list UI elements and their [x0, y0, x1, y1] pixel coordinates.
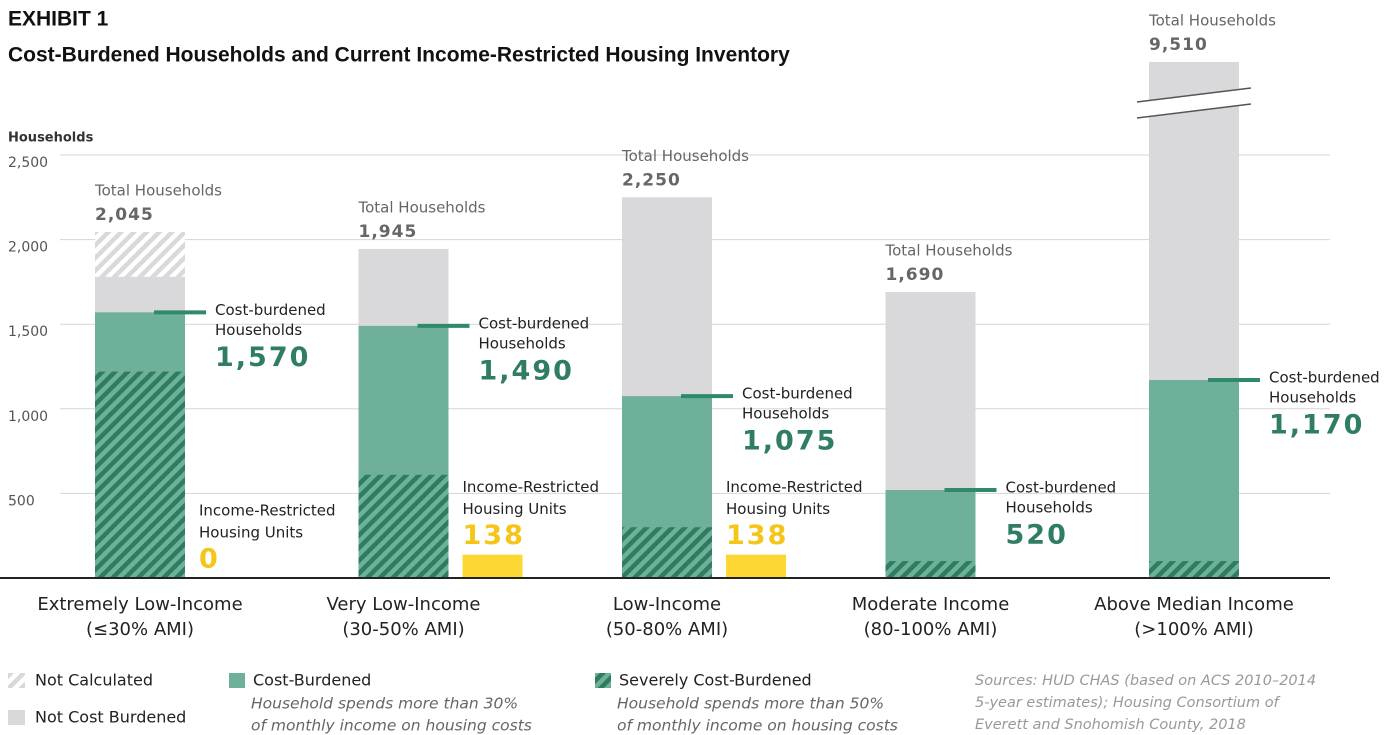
axis-break	[1137, 88, 1251, 118]
legend-label: Cost-Burdened	[253, 671, 371, 690]
income-restricted-label: Housing Units	[463, 500, 567, 518]
cost-burdened-label: Households	[742, 405, 829, 423]
total-value: 1,945	[359, 222, 418, 242]
legend-label: Not Cost Burdened	[35, 708, 186, 727]
not-calculated-bar	[95, 231, 185, 277]
legend-swatch	[229, 673, 245, 688]
cost-burdened-label: Households	[1006, 499, 1093, 517]
cost-burdened-label: Cost-burdened	[742, 385, 853, 403]
y-tick-label: 2,000	[8, 240, 48, 256]
income-restricted-label: Income-Restricted	[463, 478, 600, 496]
total-value: 2,045	[95, 205, 154, 225]
total-label: Total Households	[621, 147, 749, 165]
cost-burdened-label: Households	[1269, 389, 1356, 407]
x-tick-note: (30-50% AMI)	[342, 619, 464, 640]
axis-break-line	[1136, 103, 1252, 119]
cost-burdened-label: Households	[479, 334, 566, 352]
total-value: 1,690	[886, 265, 945, 285]
x-tick-label: Moderate Income	[852, 594, 1010, 615]
legend-label: Severely Cost-Burdened	[619, 671, 812, 690]
income-restricted-label: Income-Restricted	[726, 478, 863, 496]
income-restricted-value: 138	[726, 520, 788, 551]
x-tick-note: (≤30% AMI)	[86, 619, 194, 640]
cost-burdened-label: Households	[215, 321, 302, 339]
legend-description: Household spends more than 50%	[617, 695, 884, 713]
income-restricted-bar	[462, 554, 523, 578]
x-tick-label: Above Median Income	[1094, 594, 1294, 615]
x-tick-note: (>100% AMI)	[1134, 619, 1253, 640]
income-restricted-value: 0	[199, 544, 220, 575]
cost-burdened-label: Cost-burdened	[1006, 479, 1117, 497]
sources: 5-year estimates); Housing Consortium of	[975, 695, 1281, 711]
sources: Sources: HUD CHAS (based on ACS 2010–201…	[975, 673, 1316, 689]
x-tick-label: Extremely Low-Income	[37, 594, 242, 615]
legend-description: of monthly income on housing costs	[617, 717, 898, 735]
total-label: Total Households	[1148, 12, 1276, 30]
severe-bar	[885, 561, 976, 578]
sources: Everett and Snohomish County, 2018	[975, 717, 1246, 733]
cost-burdened-bar	[1149, 380, 1239, 578]
severe-bar	[358, 474, 449, 578]
legend-description: of monthly income on housing costs	[251, 717, 532, 735]
income-restricted-value: 138	[463, 520, 525, 551]
legend-swatch	[8, 710, 25, 725]
x-tick-label: Very Low-Income	[327, 594, 481, 615]
cost-burdened-value: 1,170	[1269, 410, 1364, 441]
severe-bar	[1149, 561, 1239, 578]
legend-swatch	[8, 673, 25, 688]
total-value: 2,250	[622, 170, 681, 190]
income-restricted-label: Income-Restricted	[199, 502, 336, 520]
cost-burdened-value: 520	[1006, 520, 1068, 551]
y-axis-label: Households	[8, 131, 94, 146]
total-value: 9,510	[1149, 35, 1208, 55]
income-restricted-label: Housing Units	[726, 500, 830, 518]
cost-burdened-value: 1,490	[479, 355, 574, 386]
cost-burdened-value: 1,570	[215, 342, 310, 373]
legend-label: Not Calculated	[35, 671, 153, 690]
axis-break-line	[1136, 87, 1252, 103]
total-label: Total Households	[358, 198, 486, 216]
legend-swatch	[595, 673, 611, 688]
total-label: Total Households	[885, 242, 1013, 260]
x-tick-note: (80-100% AMI)	[864, 619, 998, 640]
y-tick-label: 1,000	[8, 409, 48, 425]
x-tick-note: (50-80% AMI)	[606, 619, 728, 640]
cost-burdened-label: Cost-burdened	[1269, 369, 1380, 387]
y-tick-label: 1,500	[8, 324, 48, 340]
severe-bar	[95, 371, 185, 578]
y-tick-label: 500	[8, 493, 35, 509]
cost-burdened-label: Cost-burdened	[215, 301, 326, 319]
x-tick-label: Low-Income	[613, 594, 721, 615]
income-restricted-label: Housing Units	[199, 524, 303, 542]
legend-description: Household spends more than 30%	[251, 695, 518, 713]
severe-bar	[622, 527, 712, 578]
cost-burdened-value: 1,075	[742, 426, 837, 457]
exhibit: EXHIBIT 1	[8, 8, 109, 31]
cost-burdened-label: Cost-burdened	[479, 314, 590, 332]
y-tick-label: 2,500	[8, 155, 48, 171]
total-label: Total Households	[94, 181, 222, 199]
chart-title: Cost-Burdened Households and Current Inc…	[8, 44, 790, 67]
income-restricted-bar	[726, 554, 786, 578]
